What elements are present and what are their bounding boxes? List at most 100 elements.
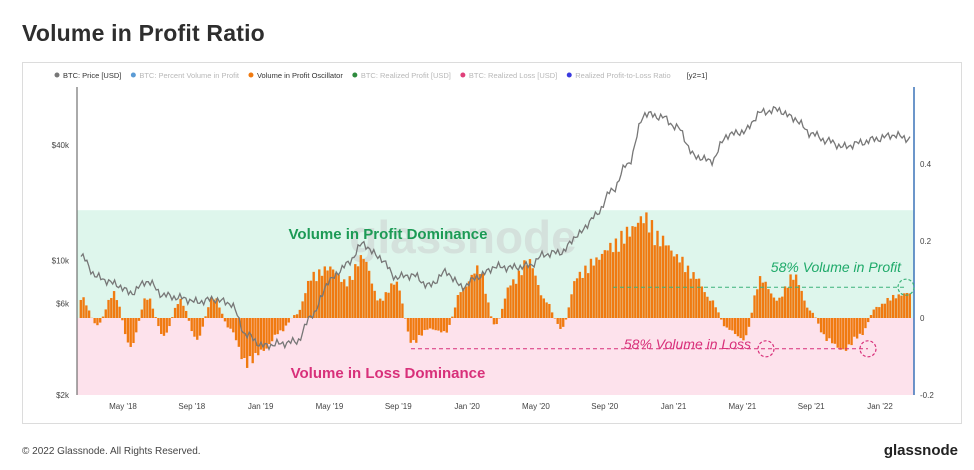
oscillator-bar [215,298,218,318]
oscillator-bar [376,300,379,318]
oscillator-bar [467,281,471,318]
oscillator-bar [689,278,692,318]
legend-label: Volume in Profit Oscillator [257,71,343,80]
oscillator-bar [889,300,892,318]
oscillator-bar [157,318,160,327]
legend-item[interactable]: BTC: Percent Volume in Profit [130,71,240,80]
oscillator-bar [875,306,878,318]
oscillator-bar [548,303,551,318]
oscillator-bar [356,266,360,318]
oscillator-bar [184,310,188,318]
legend-dot [352,72,358,78]
legend-item[interactable]: BTC: Price [USD] [54,71,122,80]
oscillator-bar [645,212,648,318]
oscillator-bar [99,318,102,323]
oscillator-bar [800,290,803,318]
oscillator-bar [858,318,862,334]
oscillator-bar [365,261,368,318]
oscillator-bar [137,318,141,321]
oscillator-bar [151,308,155,318]
oscillator-bars [79,212,911,368]
oscillator-bar [306,280,310,318]
oscillator-bar [476,265,479,318]
oscillator-bar [769,293,773,318]
oscillator-bar [318,269,321,318]
oscillator-bar [492,318,496,325]
oscillator-bar [684,272,687,318]
oscillator-bar [331,269,335,318]
oscillator-bar [168,318,171,327]
chart-svg: BTC: Price [USD] BTC: Percent Volume in P… [52,71,935,411]
oscillator-bar [764,281,767,318]
oscillator-bar [470,274,473,318]
oscillator-bar [370,283,374,318]
oscillator-bar [803,300,806,318]
profit-threshold-label: 58% Volume in Profit [771,259,902,275]
oscillator-bar [531,268,534,318]
oscillator-bar [273,318,277,335]
oscillator-bar [320,275,324,318]
oscillator-bar [808,310,812,318]
legend: BTC: Price [USD] BTC: Percent Volume in P… [54,71,707,80]
loss-marker-circle [859,340,877,358]
oscillator-bar [675,254,679,318]
oscillator-bar [514,283,518,318]
oscillator-bar [528,259,532,318]
oscillator-bar [545,302,548,318]
oscillator-bar [830,318,834,344]
oscillator-bar [703,292,706,318]
oscillator-bar [445,318,448,333]
oscillator-bar [661,235,665,318]
oscillator-bar [420,318,424,336]
oscillator-bar [345,286,349,318]
chart-panel: BTC: Price [USD] BTC: Percent Volume in P… [22,62,962,424]
oscillator-bar [173,307,177,318]
oscillator-bar [537,285,540,318]
oscillator-bar [586,273,590,318]
watermark: glassnode [349,211,577,263]
oscillator-bar [908,293,911,318]
oscillator-bar [121,318,124,321]
oscillator-bar [262,318,265,351]
oscillator-bar [708,300,712,318]
legend-label: BTC: Price [USD] [63,71,121,80]
oscillator-bar [869,315,873,318]
oscillator-bar [112,291,116,318]
oscillator-bar [786,287,789,318]
oscillator-bar [620,230,623,318]
oscillator-bar [473,273,476,318]
left-axis-ticks: $40k $10k $6k $2k [52,141,70,400]
oscillator-bar [806,307,809,318]
oscillator-bar [85,305,88,318]
oscillator-bar [82,297,85,318]
oscillator-bar [697,278,701,318]
legend-label: BTC: Percent Volume in Profit [139,71,240,80]
oscillator-bar [720,318,723,320]
oscillator-bar [575,278,579,318]
oscillator-bar [129,318,132,347]
legend-item[interactable]: BTC: Realized Profit [USD] [352,71,451,80]
oscillator-bar [872,309,875,318]
oscillator-bar [323,266,326,318]
legend-item[interactable]: Volume in Profit Oscillator [248,71,343,80]
oscillator-bar [148,298,152,318]
oscillator-bar [265,318,268,349]
oscillator-bar [232,318,235,333]
oscillator-bar [354,264,357,318]
oscillator-bar [894,298,898,318]
oscillator-bar [96,318,99,326]
legend-item[interactable]: Realized Profit-to-Loss Ratio [566,71,671,80]
oscillator-bar [309,280,313,318]
oscillator-bar [564,318,568,320]
oscillator-bar [190,318,193,332]
right-tick-label: -0.2 [920,391,934,400]
oscillator-bar [819,318,823,333]
legend-item[interactable]: BTC: Realized Loss [USD] [460,71,557,80]
oscillator-bar [778,297,781,318]
oscillator-bar [312,271,315,318]
oscillator-bar [647,232,651,318]
oscillator-bar [794,274,798,318]
oscillator-bar [550,312,554,318]
oscillator-bar [883,303,887,318]
oscillator-bar [539,295,543,318]
